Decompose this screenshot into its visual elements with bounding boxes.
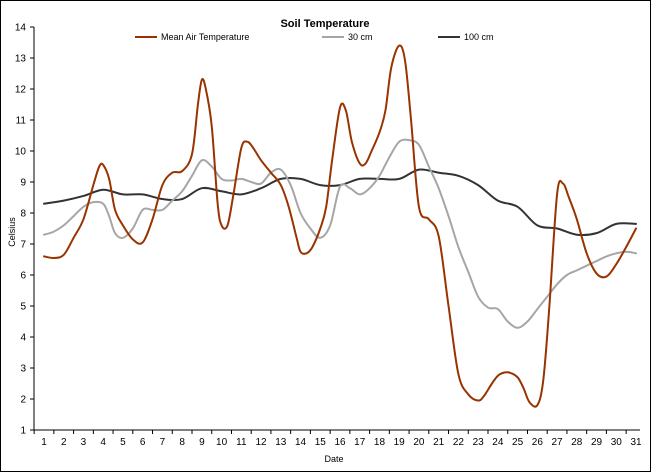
x-tick-label: 10: [216, 437, 228, 448]
y-tick-label: 7: [20, 240, 26, 251]
x-tick-label: 1: [41, 437, 47, 448]
x-tick-label: 8: [179, 437, 185, 448]
x-tick-label: 4: [100, 437, 106, 448]
chart-title: Soil Temperature: [280, 18, 369, 30]
x-tick-label: 18: [374, 437, 386, 448]
x-tick-label: 26: [532, 437, 544, 448]
x-tick-label: 28: [571, 437, 583, 448]
x-tick-label: 20: [413, 437, 425, 448]
x-tick-label: 13: [275, 437, 287, 448]
y-tick-label: 2: [20, 395, 26, 406]
x-tick-label: 14: [295, 437, 307, 448]
x-tick-label: 6: [140, 437, 146, 448]
y-tick-label: 3: [20, 364, 26, 375]
x-tick-label: 15: [315, 437, 327, 448]
x-tick-label: 2: [61, 437, 67, 448]
x-tick-label: 7: [160, 437, 166, 448]
x-tick-label: 22: [453, 437, 465, 448]
y-tick-label: 11: [16, 116, 27, 127]
series-line-100-cm: [43, 168, 637, 237]
y-tick-label: 5: [20, 302, 26, 313]
x-tick-label: 30: [611, 437, 623, 448]
y-tick-label: 1: [20, 426, 26, 437]
x-tick-label: 17: [354, 437, 366, 448]
series-layer: [43, 44, 637, 408]
legend-label-mean-air-temperature: Mean Air Temperature: [161, 32, 249, 42]
legend-label-30-cm: 30 cm: [348, 32, 373, 42]
series-line-30-cm: [43, 138, 637, 329]
x-tick-label: 3: [81, 437, 87, 448]
x-tick-label: 21: [433, 437, 445, 448]
y-tick-label: 6: [20, 271, 26, 282]
x-tick-label: 31: [630, 437, 642, 448]
x-tick-label: 12: [256, 437, 268, 448]
legend: Mean Air Temperature 30 cm 100 cm: [135, 32, 494, 42]
y-tick-label: 10: [15, 147, 27, 158]
x-tick-label: 5: [120, 437, 126, 448]
x-tick-label: 11: [236, 437, 247, 448]
x-tick-label: 23: [473, 437, 485, 448]
x-tick-label: 16: [334, 437, 346, 448]
y-tick-label: 9: [20, 178, 26, 189]
legend-label-100-cm: 100 cm: [464, 32, 494, 42]
x-tick-label: 24: [492, 437, 504, 448]
x-axis-label: Date: [324, 454, 343, 464]
series-line-mean-air-temperature: [43, 44, 637, 408]
x-tick-label: 19: [394, 437, 406, 448]
y-tick-label: 13: [15, 54, 27, 65]
x-tick-label: 29: [591, 437, 603, 448]
x-tick-label: 27: [552, 437, 564, 448]
x-tick-label: 25: [512, 437, 524, 448]
x-tick-label: 9: [199, 437, 205, 448]
y-axis-label: Celsius: [7, 217, 17, 247]
y-tick-label: 14: [15, 23, 27, 34]
y-tick-label: 8: [20, 209, 26, 220]
y-tick-label: 12: [15, 85, 27, 96]
y-tick-label: 4: [20, 333, 26, 344]
